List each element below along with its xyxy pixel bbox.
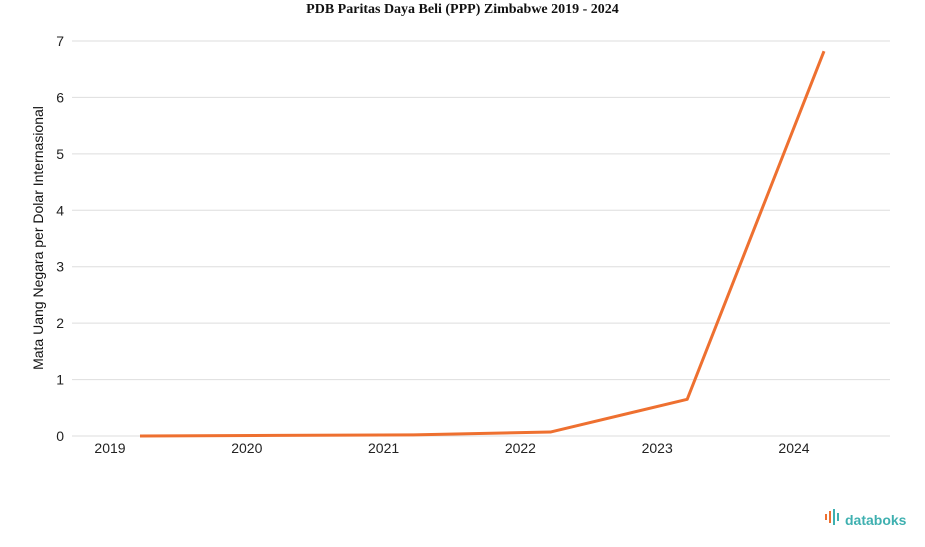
chart-title: PDB Paritas Daya Beli (PPP) Zimbabwe 201… — [306, 2, 619, 17]
y-tick-label: 3 — [56, 259, 64, 275]
y-tick-label: 0 — [56, 428, 64, 444]
x-tick-label: 2020 — [231, 440, 262, 456]
y-axis-label: Mata Uang Negara per Dolar Internasional — [30, 106, 46, 370]
series-lines — [139, 50, 826, 438]
y-tick-label: 4 — [56, 202, 64, 218]
x-tick-label: 2024 — [778, 440, 809, 456]
x-axis-ticks: 2019 2020 2021 2022 2023 2024 — [94, 440, 809, 456]
y-axis-ticks: 0 1 2 3 4 5 6 7 — [56, 33, 64, 444]
y-tick-label: 7 — [56, 33, 64, 49]
x-tick-label: 2023 — [642, 440, 673, 456]
gridlines — [72, 40, 890, 437]
x-tick-label: 2021 — [368, 440, 399, 456]
x-tick-label: 2022 — [505, 440, 536, 456]
databoks-logo-icon — [824, 508, 842, 531]
databoks-brand[interactable]: databoks — [824, 508, 906, 531]
y-tick-label: 2 — [56, 315, 64, 331]
series-line — [139, 50, 826, 438]
y-tick-label: 5 — [56, 146, 64, 162]
x-tick-label: 2019 — [94, 440, 125, 456]
databoks-brand-name: databoks — [845, 511, 907, 528]
y-tick-label: 6 — [56, 89, 64, 105]
y-tick-label: 1 — [56, 372, 64, 388]
